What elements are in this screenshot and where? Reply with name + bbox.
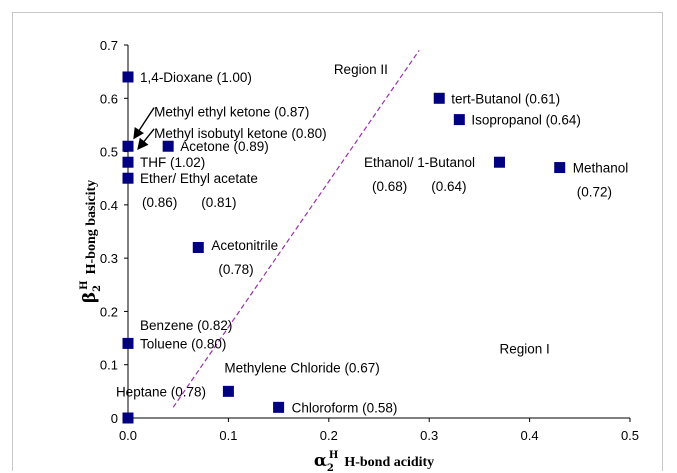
x-axis-text: H-bond acidity: [344, 455, 434, 470]
region-label: Region II: [334, 62, 388, 77]
point-annotation: Acetonitrile: [211, 238, 278, 253]
x-axis-title: α2 H H-bond acidity: [314, 450, 434, 473]
annotation-arrow: [137, 128, 155, 150]
point-annotation: (0.78): [218, 262, 253, 277]
x-tick-labels: 0.0 0.1 0.2 0.3 0.4 0.5: [119, 428, 639, 443]
point-annotation: Methylene Chloride (0.67): [224, 360, 379, 375]
data-point: [554, 162, 566, 174]
point-annotation: Isopropanol (0.64): [471, 113, 581, 128]
point-annotation: (0.81): [201, 195, 236, 210]
data-point: [122, 71, 134, 83]
y-tick-label: 0.1: [100, 358, 118, 373]
y-tick-label: 0.3: [100, 251, 118, 266]
data-point: [122, 140, 134, 152]
y-tick-label: 0.2: [100, 304, 118, 319]
point-annotation: (0.86): [142, 195, 177, 210]
data-point: [493, 156, 505, 168]
point-annotation: THF (1.02): [140, 155, 205, 170]
y-axis-subscript: 2: [92, 285, 103, 292]
data-point: [222, 385, 234, 397]
x-tick-label: 0.0: [119, 428, 137, 443]
chart-frame: [12, 12, 663, 471]
svg-text:β2HH-bong basicity: β2H H-bong basicity: [79, 180, 103, 303]
annotation-arrow: [133, 107, 155, 140]
point-annotation: Chloroform (0.58): [292, 400, 398, 415]
point-annotation: Heptane (0.78): [116, 384, 206, 399]
data-point: [273, 401, 285, 413]
x-tick-label: 0.5: [621, 428, 639, 443]
point-annotation: Methyl isobutyl ketone (0.80): [154, 126, 327, 141]
x-tick-label: 0.3: [420, 428, 438, 443]
region-labels: Region II Region I: [334, 62, 550, 357]
y-axis-superscript: H: [79, 280, 90, 289]
data-point: [433, 92, 445, 104]
point-annotation: Ethanol/ 1-Butanol: [364, 155, 475, 170]
data-point: [122, 156, 134, 168]
x-axis-superscript: H: [329, 450, 338, 461]
point-annotation: Methanol: [573, 161, 629, 176]
data-point: [162, 140, 174, 152]
data-points: [122, 71, 566, 424]
y-tick-label: 0.7: [100, 38, 118, 53]
point-annotation: 1,4-Dioxane (1.00): [140, 70, 252, 85]
point-annotation: Methyl ethyl ketone (0.87): [154, 105, 309, 120]
x-axis-subscript: 2: [327, 463, 334, 473]
point-annotation: Toluene (0.80): [140, 336, 226, 351]
annotation-arrows: [133, 107, 155, 150]
y-tick-label: 0.5: [100, 145, 118, 160]
point-annotation: Acetone (0.89): [180, 139, 269, 154]
data-point: [192, 241, 204, 253]
region-divider-line: [172, 49, 420, 408]
point-annotation: Benzene (0.82): [140, 318, 232, 333]
y-tick-label: 0.4: [100, 198, 118, 213]
point-annotation: Ether/ Ethyl acetate: [140, 171, 258, 186]
x-tick-label: 0.1: [219, 428, 237, 443]
data-point: [122, 412, 134, 424]
point-annotations: 1,4-Dioxane (1.00) Methyl ethyl ketone (0…: [116, 70, 628, 415]
data-point: [122, 172, 134, 184]
y-axis-text: H-bong basicity: [84, 180, 99, 275]
point-annotation: (0.68): [372, 179, 407, 194]
y-tick-label: 0.6: [100, 91, 118, 106]
axes: [124, 44, 631, 422]
y-tick-labels: 0 0.1 0.2 0.3 0.4 0.5 0.6 0.7: [100, 38, 118, 426]
x-axis-symbol: α: [314, 451, 327, 471]
region-label: Region I: [499, 342, 549, 357]
y-tick-label: 0: [111, 411, 118, 426]
data-point: [453, 114, 465, 126]
point-annotation: (0.72): [577, 185, 612, 200]
x-tick-label: 0.4: [521, 428, 539, 443]
point-annotation: (0.64): [431, 179, 466, 194]
y-axis-symbol: β: [80, 292, 100, 303]
y-axis-title: β2H H-bong basicity: [79, 180, 103, 303]
x-tick-label: 0.2: [320, 428, 338, 443]
region-divider-layer: [172, 49, 420, 408]
data-point: [122, 337, 134, 349]
point-annotation: tert-Butanol (0.61): [451, 91, 560, 106]
